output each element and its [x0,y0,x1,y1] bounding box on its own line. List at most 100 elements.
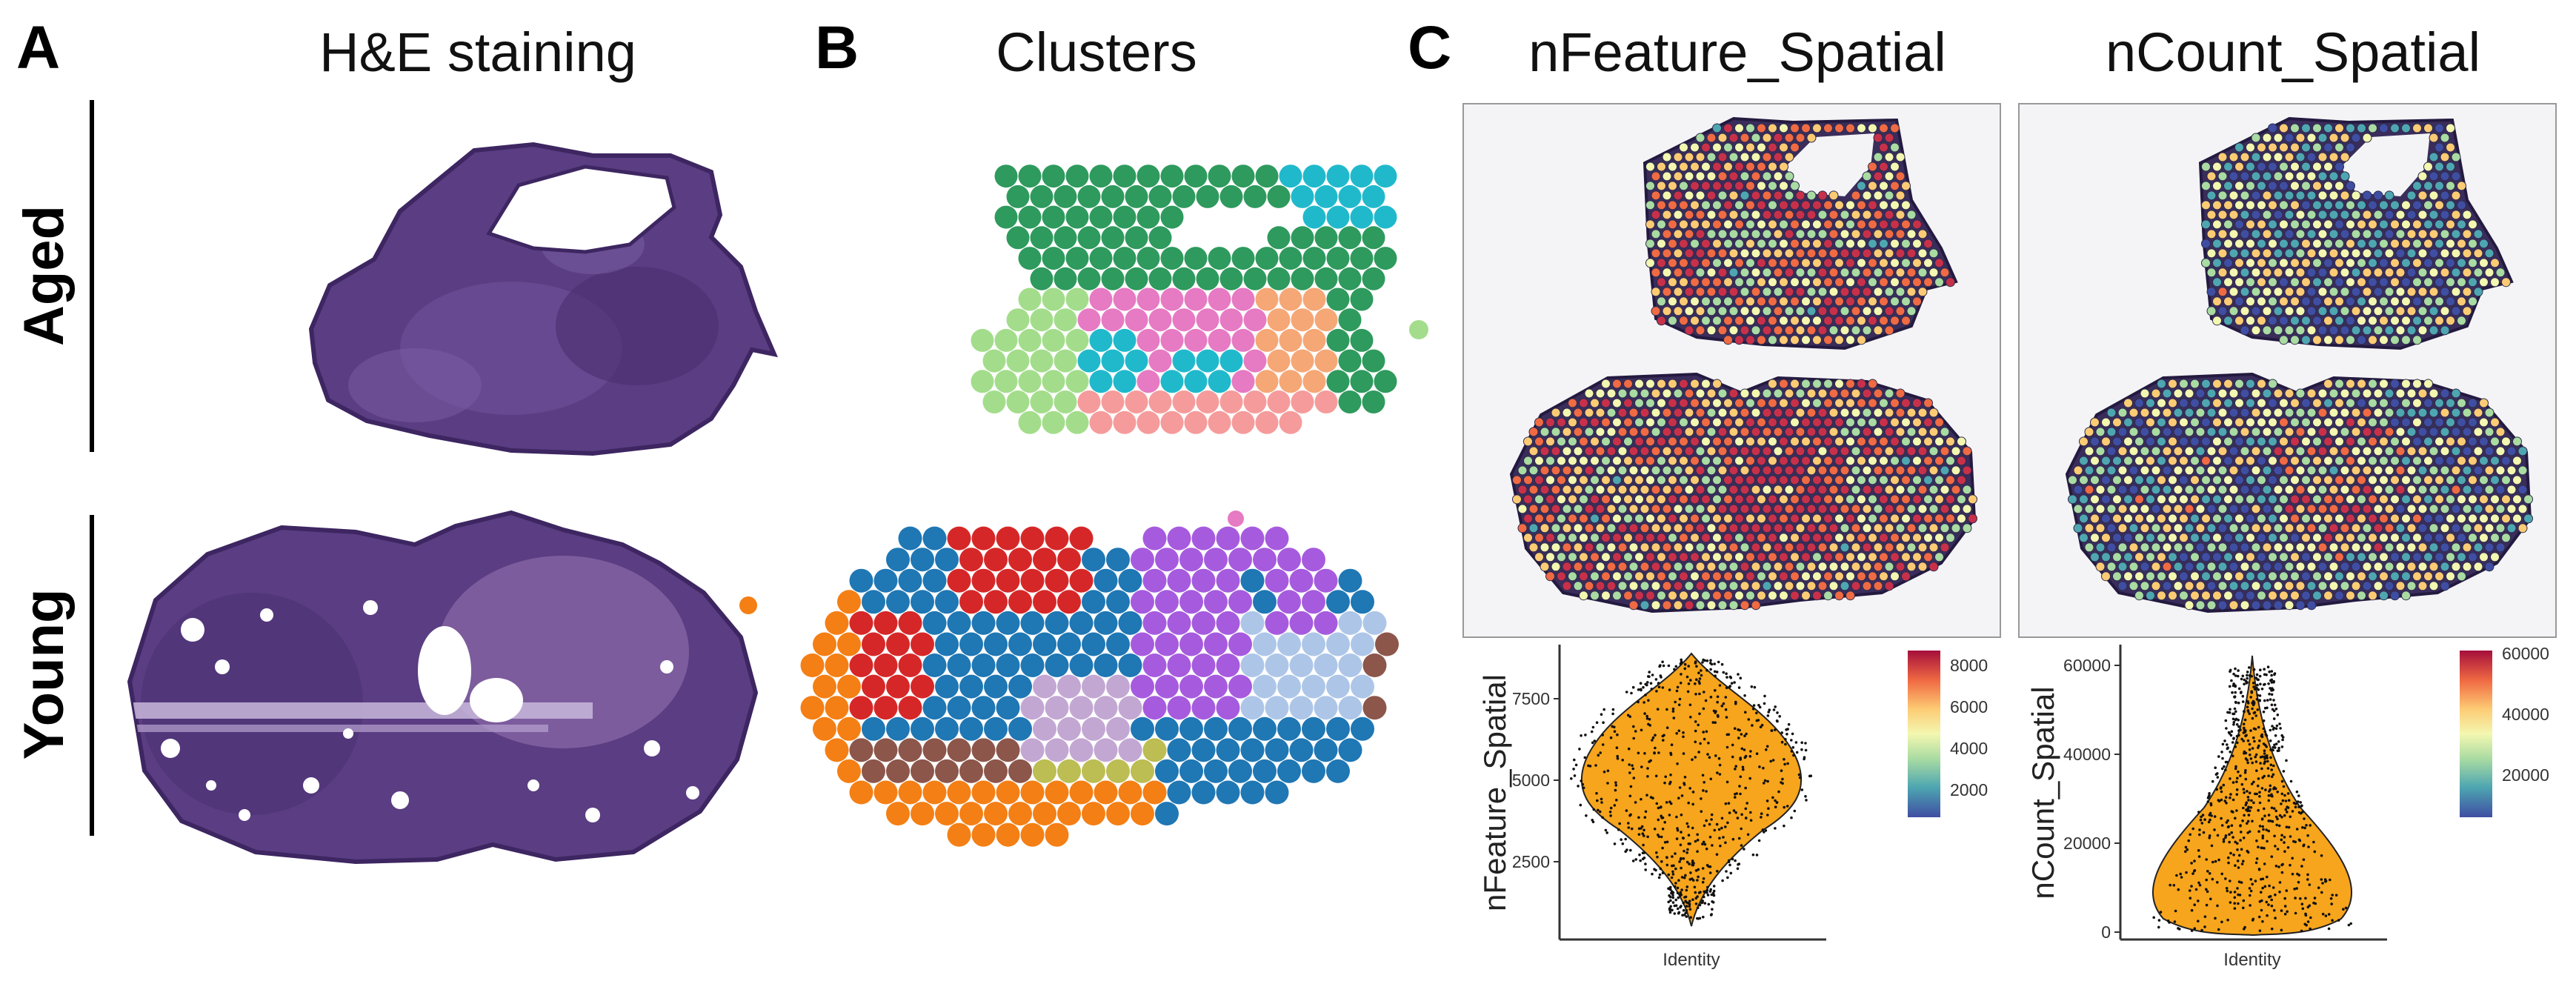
violin-point [2226,711,2229,714]
spatial-spot [2312,335,2322,345]
violin-point [1706,885,1709,889]
violin-point [2254,753,2258,756]
spatial-spot [1557,417,1566,428]
spatial-spot [1617,523,1628,533]
spatial-spot [1834,123,1844,133]
spatial-spot [2357,571,2366,582]
cluster-spot [1082,590,1105,614]
spatial-spot [1673,600,1683,611]
spatial-spot [1734,552,1744,562]
row-label-aged: Aged [13,205,76,346]
spatial-spot [1562,581,1572,591]
violin-point [1639,682,1643,685]
violin-point [1713,828,1717,832]
violin-point [1702,840,1705,844]
spatial-spot [2162,465,2172,476]
spatial-spot [2329,446,2339,456]
spatial-spot [1857,200,1866,210]
cluster-spot [1362,611,1387,635]
spatial-spot [2479,456,2489,466]
spatial-spot [1773,485,1783,495]
violin-point [2278,722,2281,725]
spatial-spot [2151,427,2161,437]
cluster-spot [1118,738,1142,762]
spatial-spot [1895,388,1906,399]
cluster-spot [1082,716,1105,741]
violin-point [2274,893,2277,897]
violin-point [1676,827,1679,830]
violin-point [1661,660,1664,664]
spatial-spot [2301,123,2311,133]
spatial-spot [2306,287,2317,297]
violin-point [1577,785,1580,788]
violin-point [1700,669,1703,672]
violin-point [2247,799,2250,802]
cluster-spot [1101,226,1125,250]
violin-point [2257,688,2260,691]
spatial-spot [1912,219,1922,230]
spatial-spot [2406,542,2417,553]
spatial-spot [1884,325,1894,336]
spatial-spot [2195,504,2206,514]
spatial-spot [1762,485,1772,495]
spatial-spot [2168,417,2177,428]
violin-point [1694,693,1697,696]
spatial-spot [2395,248,2406,259]
spatial-spot [1751,600,1761,611]
violin-point [1674,898,1677,902]
violin-point [2229,777,2231,780]
spatial-spot [1695,465,1705,476]
cluster-spot [1045,611,1069,635]
violin-point [2249,806,2253,809]
spatial-spot [1912,277,1922,287]
violin-point [1676,907,1680,911]
violin-point [1663,841,1667,844]
violin-point [1740,827,1743,831]
spatial-spot [2412,398,2422,408]
violin-point [1627,826,1631,829]
spatial-spot [2095,485,2106,495]
cluster-spot [1118,568,1142,593]
spatial-spot [2384,427,2394,437]
spatial-spot [1762,581,1772,591]
cluster-spot [996,526,1020,551]
spatial-spot [2173,485,2183,495]
spatial-spot [2412,181,2422,191]
violin-point [1580,734,1582,737]
spatial-spot [2073,504,2083,514]
spatial-spot [1557,475,1566,485]
spatial-spot [2440,427,2450,437]
violin-point [1713,662,1716,665]
spatial-spot [2312,239,2322,249]
spatial-spot [1862,562,1872,572]
spatial-spot [2506,504,2517,514]
spatial-spot [2317,229,2328,239]
spatial-spot [2312,398,2322,408]
violin-point [1689,916,1692,919]
violin-point [2244,734,2247,738]
spatial-spot [1662,171,1672,182]
violin-point [1685,675,1689,679]
cluster-spot [1008,548,1032,572]
spatial-spot [1946,533,1955,543]
spatial-spot [2306,325,2317,336]
violin-point [2190,885,2193,888]
spatial-spot [1734,296,1744,307]
violin-point [1772,708,1776,711]
violin-point [2272,764,2275,768]
spatial-spot [1851,446,1861,456]
violin-point [1681,914,1684,917]
spatial-spot [2140,542,2150,553]
spatial-spot [1823,571,1833,582]
spatial-spot [1857,123,1866,133]
spatial-spot [1651,210,1661,220]
violin-point [1710,893,1714,897]
spatial-spot [1723,456,1733,466]
spatial-spot [2412,123,2422,133]
violin-point [2245,801,2249,805]
violin-point [1694,897,1698,900]
spatial-spot [2479,533,2489,543]
spatial-spot [1612,379,1622,389]
violin-point [1727,802,1731,805]
spatial-spot [1879,456,1888,466]
